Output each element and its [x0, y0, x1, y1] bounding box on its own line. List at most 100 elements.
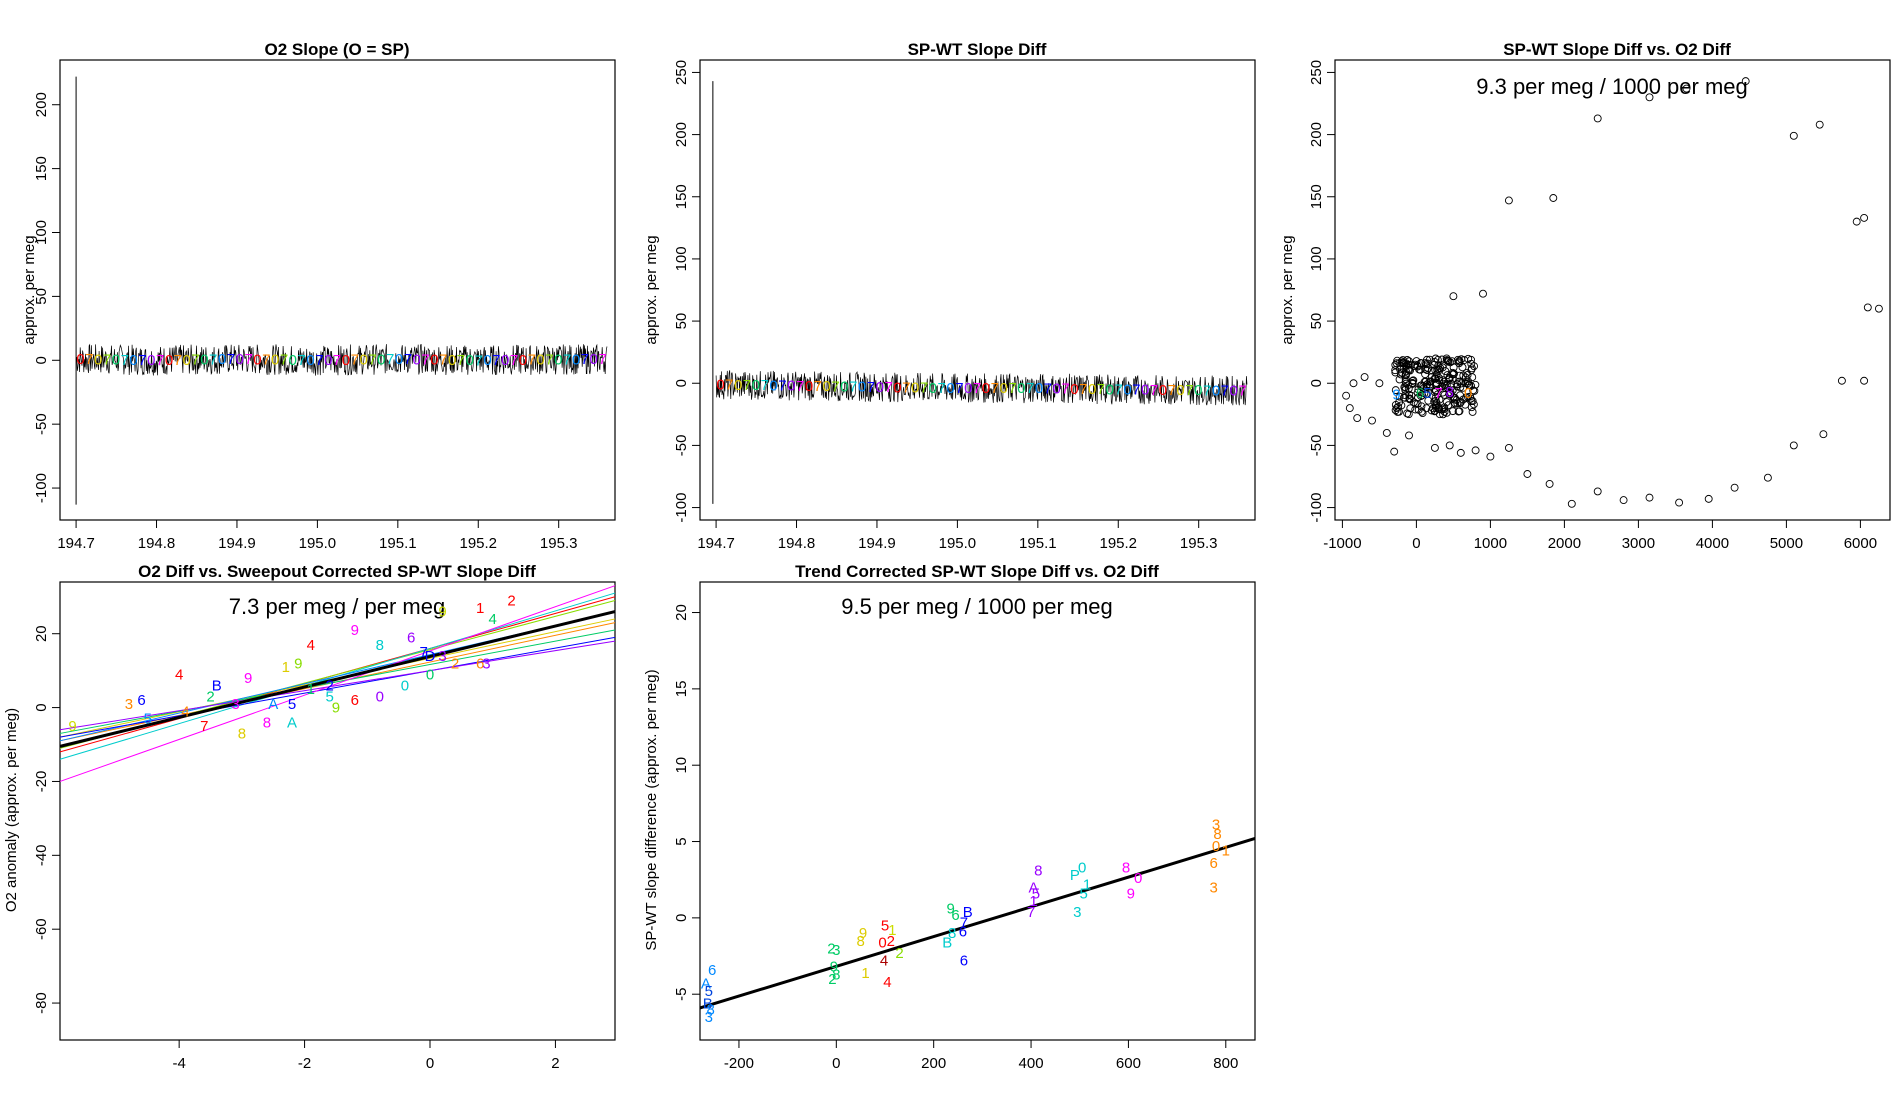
trace-label: 0: [342, 352, 350, 369]
y-tick-label: 50: [1308, 313, 1325, 330]
outlier-point: [1593, 487, 1602, 496]
trace-label: 0: [253, 351, 261, 368]
data-point-label: 5: [881, 918, 889, 935]
data-point-label: P: [1070, 867, 1080, 884]
trace-label: 7: [1150, 382, 1158, 399]
cluster-point: [1469, 386, 1478, 395]
trace-label: 7: [1097, 381, 1105, 398]
x-tick-label: 800: [1213, 1055, 1238, 1072]
cluster-point: [1431, 386, 1440, 395]
trace-label: 0: [165, 352, 173, 369]
data-point-label: 4: [880, 953, 888, 970]
outlier-point: [1874, 304, 1883, 313]
x-tick-label: 194.8: [778, 535, 816, 552]
trace-label: 7: [457, 352, 465, 369]
y-tick-label: 50: [673, 313, 690, 330]
x-tick-label: 195.1: [379, 535, 417, 552]
data-point-label: 3: [705, 1009, 713, 1026]
x-tick-label: 195.3: [1180, 535, 1218, 552]
trace-label: 0: [769, 377, 777, 394]
trace-label: 0: [466, 352, 474, 369]
trace-label: 7: [1061, 381, 1069, 398]
fit-line: [59, 610, 616, 748]
trace-label: 0: [752, 377, 760, 394]
trace-label: 0: [1212, 382, 1220, 399]
cluster-point: [1454, 355, 1462, 364]
data-point-label: 5: [705, 983, 713, 1000]
y-axis-label: O2 anomaly (approx. per meg): [3, 708, 20, 912]
cluster-point: [1408, 378, 1417, 387]
trace-label: 7: [920, 380, 928, 397]
plot-area: 6 5 7 8 0 9: [1342, 77, 1883, 508]
trace-label: 7: [1079, 381, 1087, 398]
data-point-label: 7: [1434, 385, 1442, 402]
trace-label: 0: [306, 352, 314, 369]
data-point-label: 6: [708, 962, 716, 979]
trace-label: 7: [831, 378, 839, 395]
trace-label: 0: [716, 377, 724, 394]
y-tick-label: -50: [33, 413, 50, 435]
trace-label: 7: [333, 352, 341, 369]
data-point-label: 4: [181, 703, 189, 720]
trace-label: 7: [761, 377, 769, 394]
data-point-label: B: [703, 995, 713, 1012]
trace-label: 7: [156, 352, 164, 369]
data-point-label: 0: [401, 677, 409, 694]
data-point-label: 0: [1134, 870, 1142, 887]
cluster-point: [1419, 381, 1428, 390]
trace-label: 0: [430, 352, 438, 369]
cluster-point: [1430, 388, 1439, 397]
trace-label: 0: [946, 380, 954, 397]
cluster-point: [1391, 360, 1400, 369]
trace-label: 7: [938, 380, 946, 397]
data-point-label: 5: [1032, 885, 1040, 902]
cluster-point: [1430, 397, 1439, 406]
plot-frame: [1334, 59, 1891, 521]
x-tick-label: 200: [921, 1055, 946, 1072]
trace-label: 7: [867, 379, 875, 396]
cluster-point: [1456, 383, 1465, 392]
x-tick-label: 6000: [1844, 535, 1877, 552]
outlier-point: [1430, 443, 1439, 452]
trace-label: 7: [743, 377, 751, 394]
cluster-point: [1435, 410, 1444, 419]
cluster-point: [1469, 400, 1478, 409]
trace-label: 7: [902, 379, 910, 396]
x-tick-label: 194.7: [57, 535, 95, 552]
outlier-point: [1405, 431, 1413, 440]
group-fit-line: [59, 636, 616, 738]
data-point-label: 3: [1073, 904, 1081, 921]
trace-label: 0: [112, 352, 120, 369]
x-tick-label: 195.2: [459, 535, 497, 552]
data-point-label: 6: [951, 907, 959, 924]
outlier-point: [1837, 376, 1846, 385]
panel-sp-wt-slope-diff: SP-WT Slope Diff approx. per meg 194.7 19…: [643, 40, 1256, 552]
trace-label: 7: [174, 352, 182, 369]
trace-label: 0: [893, 379, 901, 396]
trace-label: 0: [1141, 382, 1149, 399]
data-point-label: 3: [482, 655, 490, 672]
data-point-label: 8: [856, 933, 864, 950]
trace-label: 7: [598, 351, 606, 368]
trace-label: 0: [483, 352, 491, 369]
outlier-point: [1504, 443, 1513, 452]
y-ticks: -80 -60 -40 -20 0 20: [33, 625, 60, 1014]
y-tick-label: 15: [673, 681, 690, 698]
data-point-label: 4: [175, 666, 183, 683]
y-ticks: -100 -50 0 50 100 150 200 250: [673, 60, 700, 523]
trace-label: 7: [386, 351, 394, 368]
trace-label: 7: [262, 351, 270, 368]
data-point-label: 9: [438, 604, 446, 621]
trace-label: 0: [805, 378, 813, 395]
panel-title: SP-WT Slope Diff vs. O2 Diff: [1503, 40, 1731, 59]
group-fit-line: [59, 629, 616, 734]
cluster-point: [1420, 389, 1429, 398]
trace-label: 0: [183, 352, 191, 369]
cluster-point: [1421, 370, 1430, 379]
data-point-label: 8: [832, 966, 840, 983]
y-tick-label: 100: [1308, 246, 1325, 271]
outlier-point: [1382, 429, 1391, 437]
cluster-point: [1468, 397, 1477, 406]
cluster-point: [1404, 410, 1413, 419]
trace-label: 0: [787, 378, 795, 395]
